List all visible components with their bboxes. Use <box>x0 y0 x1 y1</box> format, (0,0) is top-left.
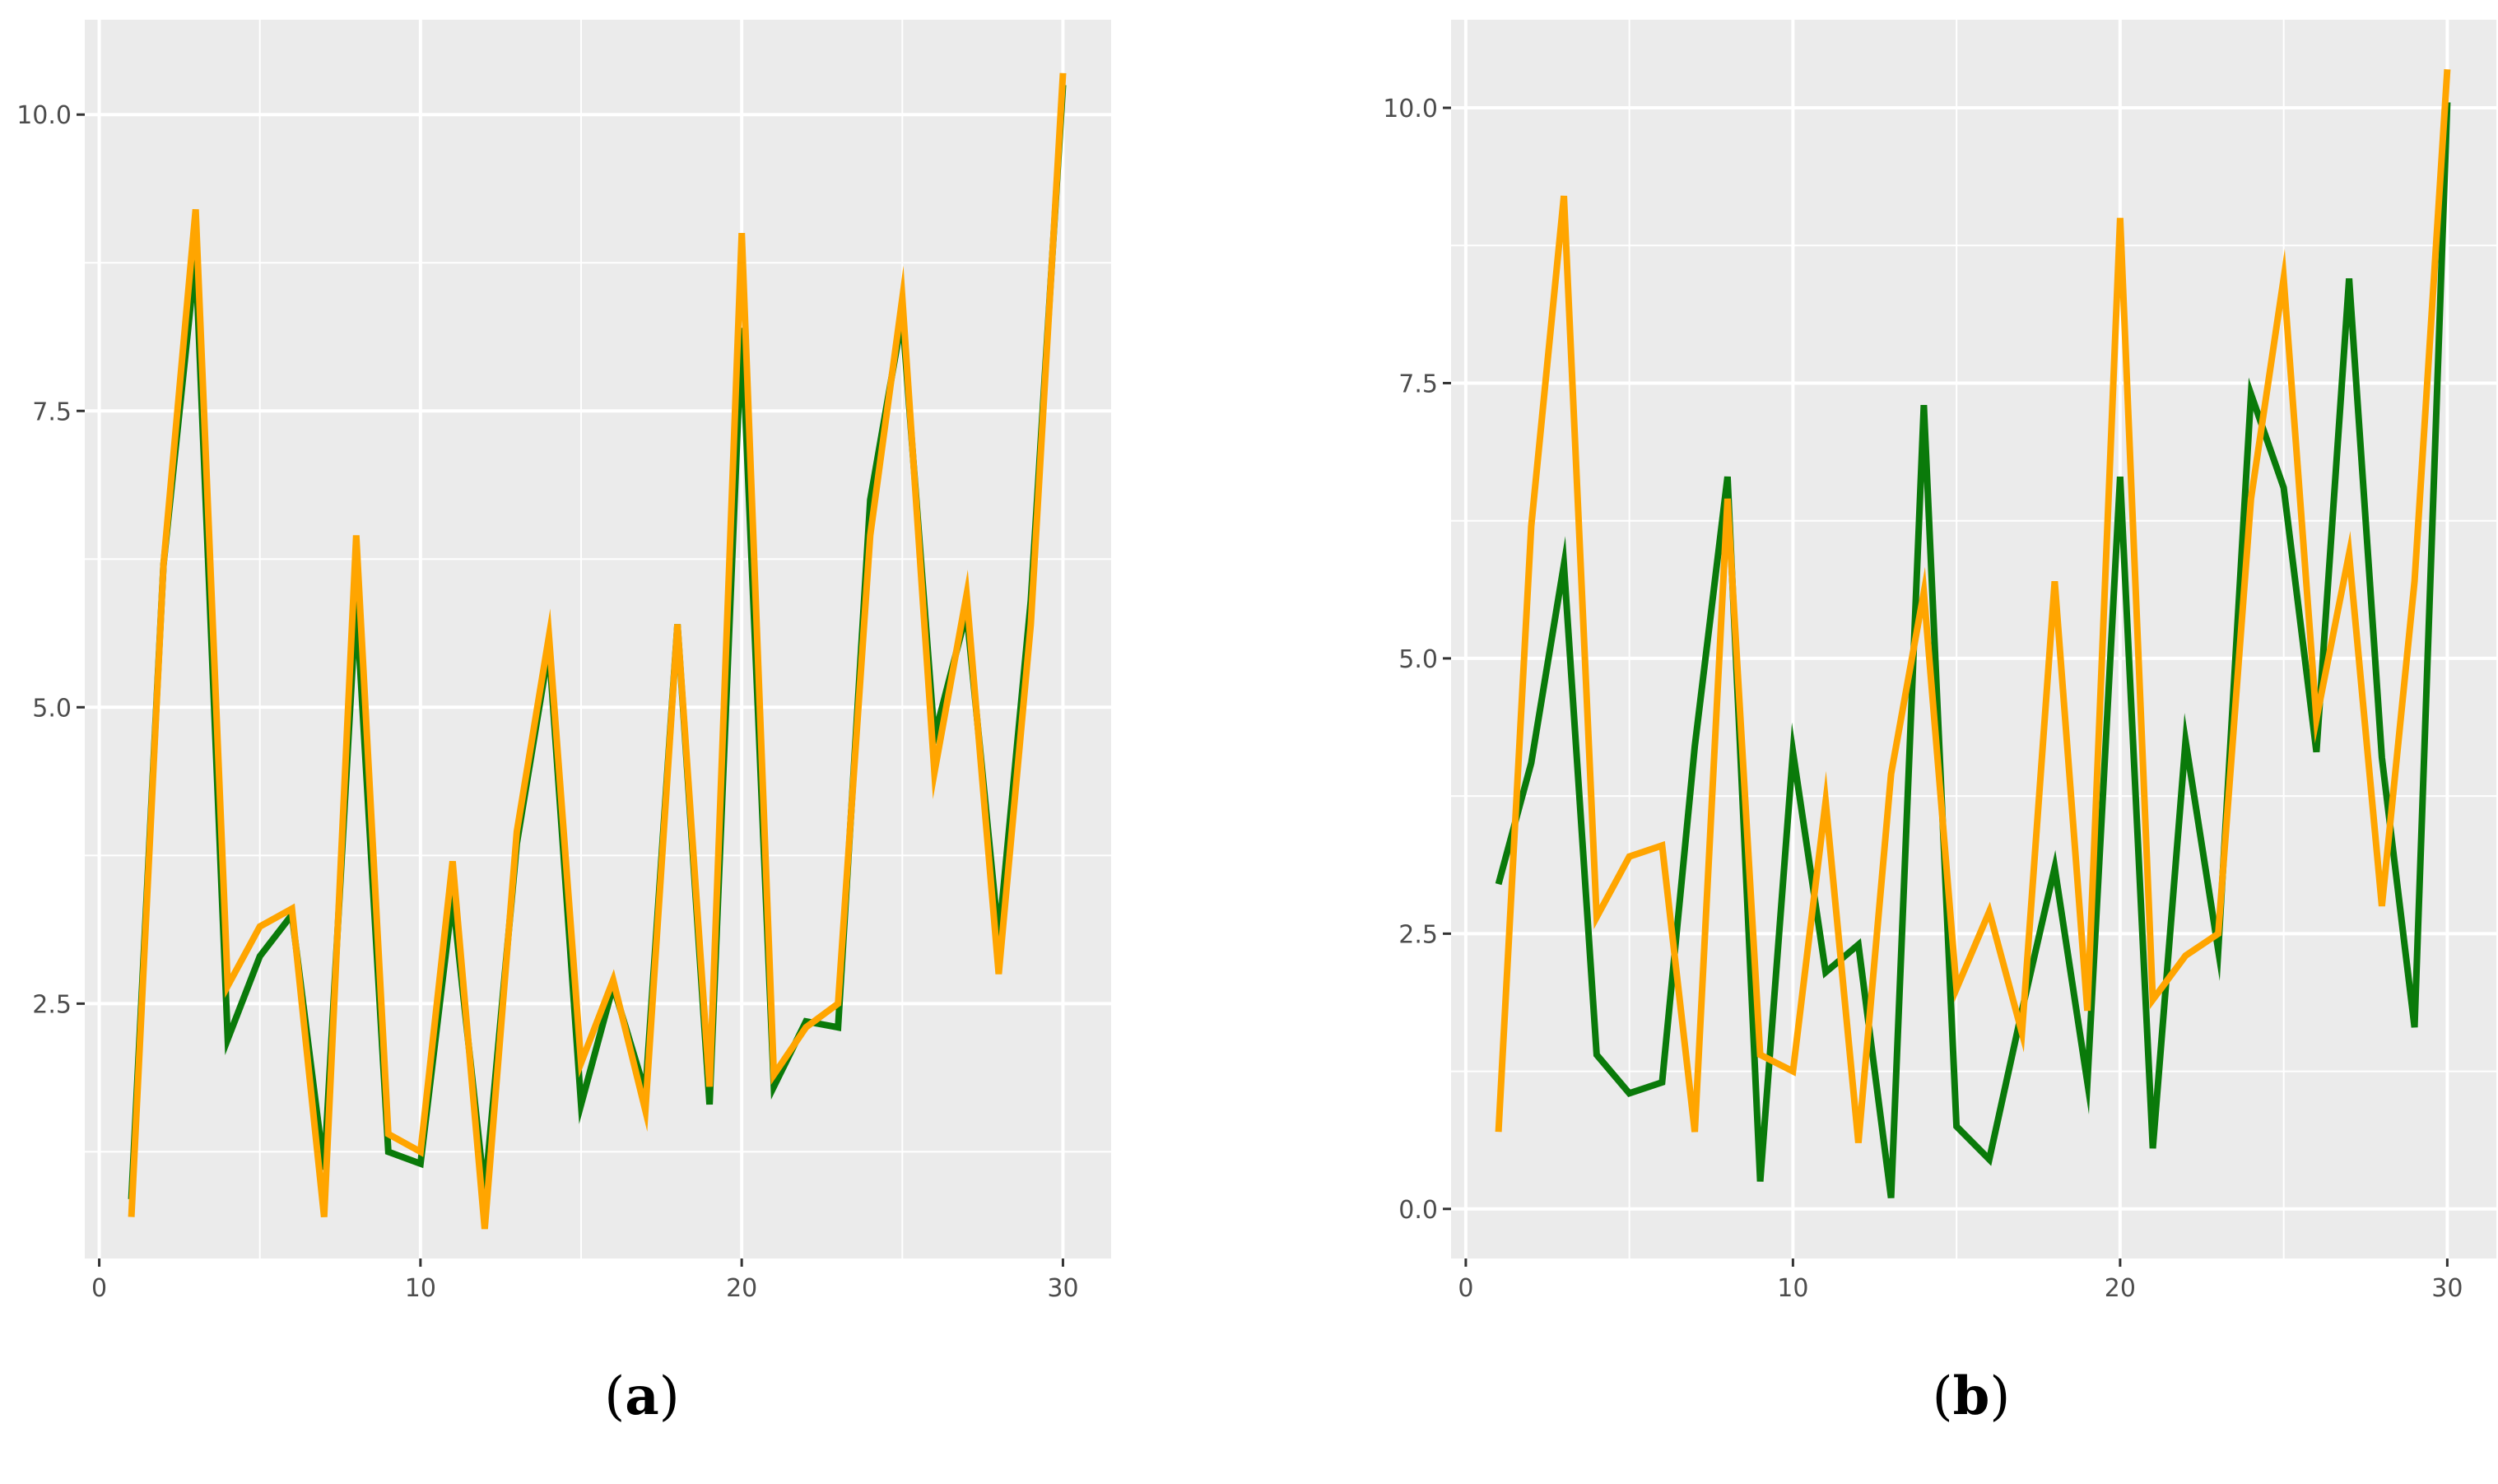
y-tick-label: 10.0 <box>1383 95 1438 123</box>
panel-b-series <box>1495 68 2451 1198</box>
panel-a: 0 10 20 30 2.5 5.0 7.5 10.0 (a) <box>16 20 1111 1427</box>
panel-b-y-axis: 0.0 2.5 5.0 7.5 10.0 <box>1383 95 1451 1225</box>
panel-a-x-axis: 0 10 20 30 <box>91 1258 1079 1303</box>
y-tick-label: 0.0 <box>1398 1196 1438 1225</box>
y-tick-label: 10.0 <box>16 101 72 130</box>
x-tick-label: 30 <box>2431 1274 2463 1303</box>
x-tick-label: 10 <box>405 1274 436 1303</box>
x-tick-label: 20 <box>726 1274 757 1303</box>
x-tick-label: 10 <box>1777 1274 1808 1303</box>
panel-a-caption: (a) <box>604 1365 679 1427</box>
panel-b-x-axis: 0 10 20 30 <box>1458 1258 2463 1303</box>
y-tick-label: 5.0 <box>32 694 72 723</box>
x-tick-label: 0 <box>1458 1274 1473 1303</box>
y-tick-label: 2.5 <box>1398 920 1438 949</box>
panel-a-y-axis: 2.5 5.0 7.5 10.0 <box>16 101 85 1019</box>
series-line-orange <box>128 72 1067 1230</box>
y-tick-label: 5.0 <box>1398 645 1438 674</box>
panel-a-series <box>128 72 1067 1230</box>
x-tick-label: 30 <box>1047 1274 1078 1303</box>
y-tick-label: 7.5 <box>1398 370 1438 398</box>
x-tick-label: 0 <box>91 1274 107 1303</box>
panel-b-caption: (b) <box>1933 1365 2011 1427</box>
y-tick-label: 7.5 <box>32 398 72 426</box>
panel-a-gridlines <box>85 20 1111 1258</box>
series-line-orange <box>1495 68 2451 1143</box>
series-line-green <box>1495 102 2451 1198</box>
x-tick-label: 20 <box>2105 1274 2136 1303</box>
y-tick-label: 2.5 <box>32 990 72 1019</box>
panel-b: 0 10 20 30 0.0 2.5 5.0 7.5 10.0 (b) <box>1383 20 2496 1427</box>
